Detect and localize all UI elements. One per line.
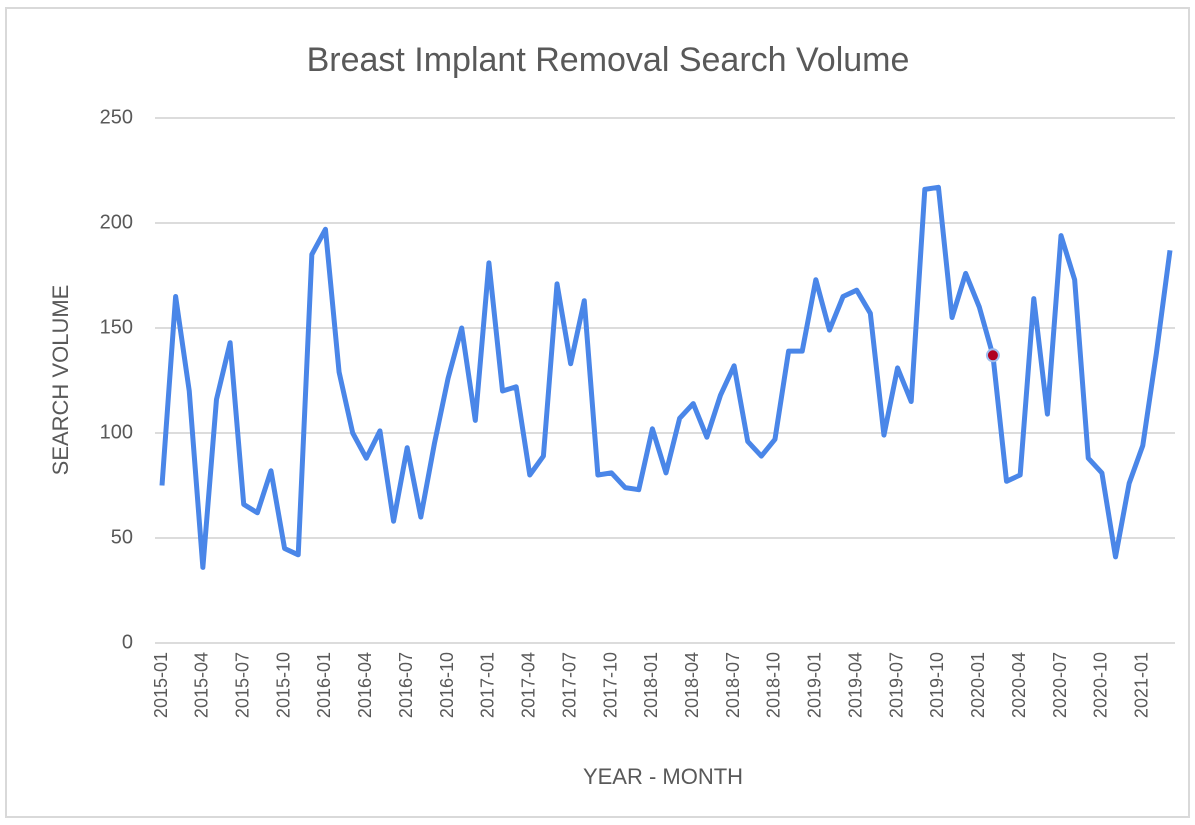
x-tick-label: 2017-01: [478, 652, 498, 718]
x-tick-label: 2020-07: [1050, 652, 1070, 718]
x-tick-label: 2020-01: [968, 652, 988, 718]
y-tick-label: 250: [100, 106, 133, 128]
x-tick-label: 2019-10: [927, 652, 947, 718]
y-axis-label: SEARCH VOLUME: [48, 285, 73, 476]
x-tick-label: 2017-04: [519, 652, 539, 718]
chart-frame: [5, 7, 1190, 818]
x-tick-label: 2018-04: [682, 652, 702, 718]
x-tick-label: 2018-01: [641, 652, 661, 718]
x-tick-label: 2015-07: [232, 652, 252, 718]
y-tick-label: 100: [100, 421, 133, 443]
x-tick-label: 2015-01: [151, 652, 171, 718]
x-tick-label: 2016-01: [314, 652, 334, 718]
y-tick-label: 0: [122, 631, 133, 653]
y-tick-label: 150: [100, 316, 133, 338]
data-line: [159, 184, 1173, 570]
x-tick-label: 2015-10: [273, 652, 293, 718]
x-tick-label: 2020-10: [1091, 652, 1111, 718]
x-tick-label: 2016-04: [355, 652, 375, 718]
x-tick-label: 2019-07: [886, 652, 906, 718]
x-tick-label: 2021-01: [1132, 652, 1152, 718]
x-tick-label: 2016-10: [437, 652, 457, 718]
x-tick-label: 2018-07: [723, 652, 743, 718]
x-tick-label: 2016-07: [396, 652, 416, 718]
x-axis-label: YEAR - MONTH: [583, 764, 743, 789]
y-tick-label: 200: [100, 211, 133, 233]
highlight-point: [985, 348, 1000, 363]
x-tick-label: 2019-01: [805, 652, 825, 718]
x-tick-label: 2018-10: [764, 652, 784, 718]
y-tick-label: 50: [111, 526, 133, 548]
chart-title: Breast Implant Removal Search Volume: [307, 41, 910, 79]
x-tick-label: 2015-04: [192, 652, 212, 718]
x-tick-label: 2017-10: [600, 652, 620, 718]
x-tick-label: 2017-07: [559, 652, 579, 718]
x-tick-label: 2019-04: [845, 652, 865, 718]
x-tick-label: 2020-04: [1009, 652, 1029, 718]
